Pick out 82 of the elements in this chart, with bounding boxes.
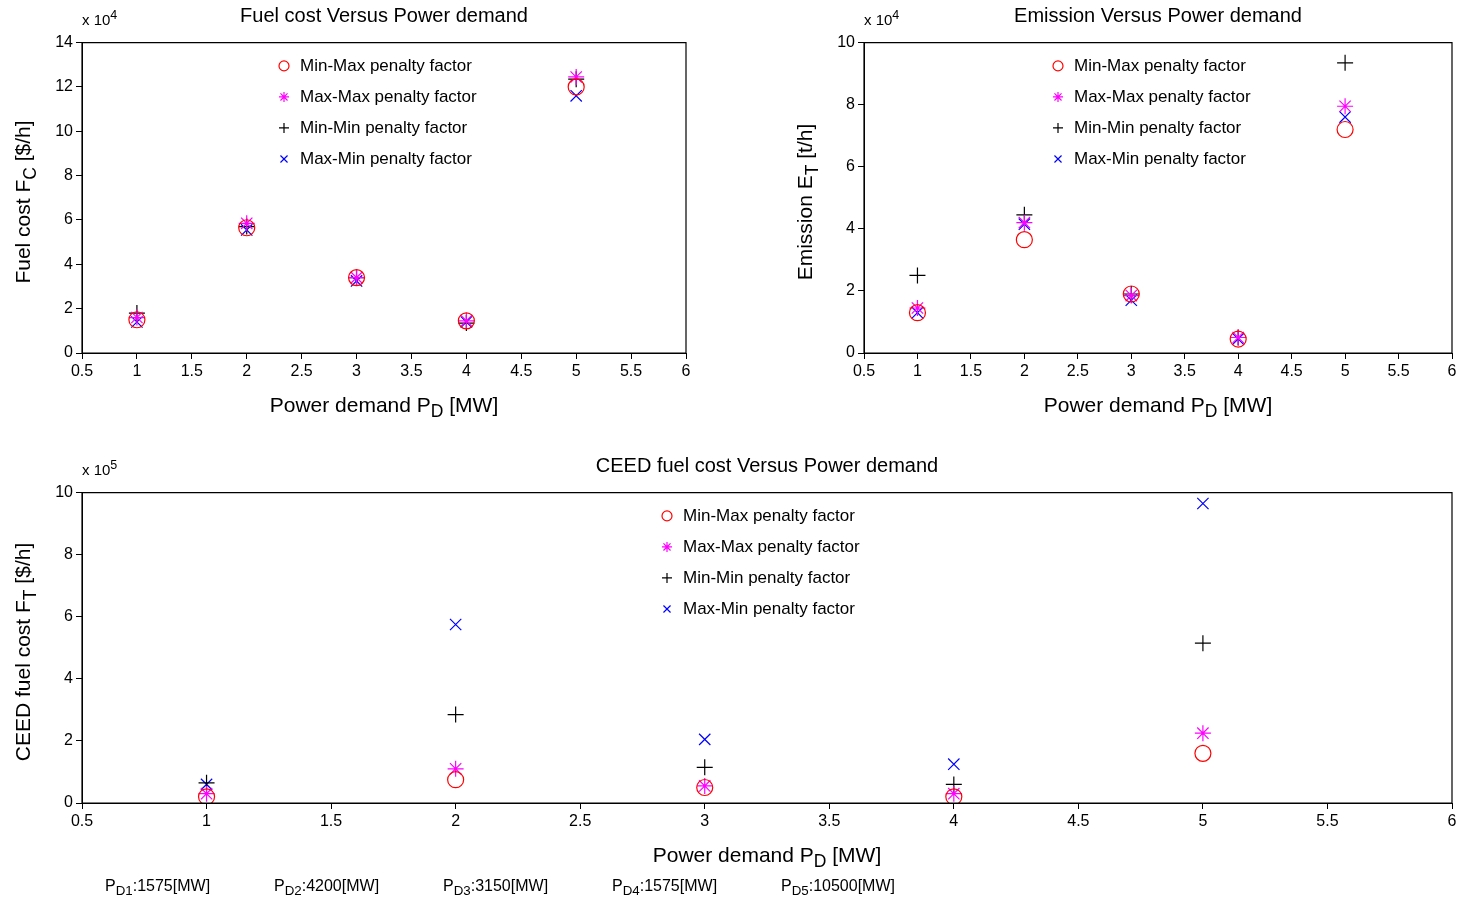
chart-title: Emission Versus Power demand: [1014, 4, 1302, 27]
x-tick-label: 1.5: [319, 812, 343, 830]
y-tick-label: 12: [55, 77, 74, 95]
x-tick-label: 3.5: [1173, 362, 1196, 380]
x-tick-label: 0.5: [70, 362, 94, 380]
x-tick-label: 4: [949, 812, 959, 830]
x-tick-label: 3.5: [818, 812, 841, 830]
legend-label: Max-Max penalty factor: [300, 86, 478, 106]
y-tick-label: 14: [55, 33, 74, 51]
y-tick-label: 0: [846, 343, 856, 361]
x-tick-label: 4.5: [1067, 812, 1090, 830]
chart-title: CEED fuel cost Versus Power demand: [595, 454, 939, 477]
y-tick-label: 2: [64, 299, 74, 317]
legend-label: Max-Min penalty factor: [300, 148, 473, 168]
y-tick-label: 0: [64, 793, 74, 811]
legend-label: Max-Min penalty factor: [1074, 148, 1247, 168]
x-tick-label: 6: [1447, 362, 1457, 380]
text: P$_{D1}$:1575[MW]: [105, 877, 211, 899]
y-tick-label: 0: [64, 343, 74, 361]
x-tick-label: 4: [1233, 362, 1243, 380]
y-tick-label: 6: [64, 607, 74, 625]
x-tick-label: 5: [1198, 812, 1208, 830]
x-axis-title: Power demand P$_{D}$ [MW]: [1043, 393, 1273, 423]
x-tick-label: 5.5: [1387, 362, 1410, 380]
y-tick-label: 8: [846, 95, 856, 113]
x-tick-label: 3: [1126, 362, 1136, 380]
x-tick-label: 2.5: [1066, 362, 1090, 380]
y-tick-label: 6: [846, 157, 856, 175]
y-tick-label: 2: [64, 731, 74, 749]
x-tick-label: 6: [681, 362, 691, 380]
legend-label: Min-Min penalty factor: [300, 117, 468, 137]
legend-label: Min-Min penalty factor: [1074, 117, 1242, 137]
text: P$_{D3}$:3150[MW]: [443, 877, 549, 899]
x-tick-label: 4: [461, 362, 471, 380]
x-tick-label: 1: [132, 362, 142, 380]
x-tick-label: 3: [352, 362, 362, 380]
text: P$_{D4}$:1575[MW]: [612, 877, 718, 899]
y-tick-label: 10: [55, 483, 74, 501]
x-tick-label: 5.5: [619, 362, 643, 380]
y-tick-label: 4: [846, 219, 856, 237]
text: x 10$^{5}$: [82, 458, 118, 478]
y-tick-label: 8: [64, 166, 74, 184]
chart-title: Fuel cost Versus Power demand: [240, 4, 528, 27]
x-tick-label: 4.5: [1280, 362, 1303, 380]
y-tick-label: 2: [846, 281, 856, 299]
legend-label: Min-Max penalty factor: [683, 505, 856, 525]
y-tick-label: 8: [64, 545, 74, 563]
x-tick-label: 2.5: [569, 812, 592, 830]
x-axis-title: Power demand P$_{D}$ [MW]: [269, 393, 499, 423]
y-tick-label: 6: [64, 210, 74, 228]
legend-label: Min-Min penalty factor: [683, 567, 851, 587]
x-tick-label: 1.5: [959, 362, 983, 380]
y-tick-label: 4: [64, 254, 74, 272]
legend-label: Max-Max penalty factor: [683, 536, 861, 556]
x-tick-label: 5: [1340, 362, 1350, 380]
y-tick-label: 10: [837, 33, 856, 51]
x-axis-title: Power demand P$_{D}$ [MW]: [652, 843, 882, 873]
x-tick-label: 3: [700, 812, 710, 830]
text: P$_{D5}$:10500[MW]: [781, 877, 895, 899]
x-tick-label: 5: [571, 362, 581, 380]
x-tick-label: 5.5: [1316, 812, 1339, 830]
x-tick-label: 2.5: [290, 362, 313, 380]
y-tick-label: 4: [64, 669, 74, 687]
y-tick-label: 10: [55, 121, 74, 139]
x-tick-label: 0.5: [70, 812, 94, 830]
x-tick-label: 1: [202, 812, 212, 830]
x-tick-label: 2: [1019, 362, 1029, 380]
x-tick-label: 3.5: [400, 362, 423, 380]
legend-label: Max-Min penalty factor: [683, 598, 856, 618]
x-tick-label: 6: [1447, 812, 1457, 830]
x-tick-label: 1: [913, 362, 922, 380]
text: x 10$^{4}$: [864, 8, 900, 28]
text: P$_{D2}$:4200[MW]: [274, 877, 380, 899]
x-tick-label: 4.5: [510, 362, 533, 380]
x-tick-label: 1.5: [180, 362, 204, 380]
text: x 10$^{4}$: [82, 8, 118, 28]
x-tick-label: 2: [451, 812, 461, 830]
legend-label: Min-Max penalty factor: [1074, 55, 1247, 75]
legend-label: Min-Max penalty factor: [300, 55, 473, 75]
x-tick-label: 0.5: [852, 362, 876, 380]
legend-label: Max-Max penalty factor: [1074, 86, 1252, 106]
x-tick-label: 2: [242, 362, 252, 380]
